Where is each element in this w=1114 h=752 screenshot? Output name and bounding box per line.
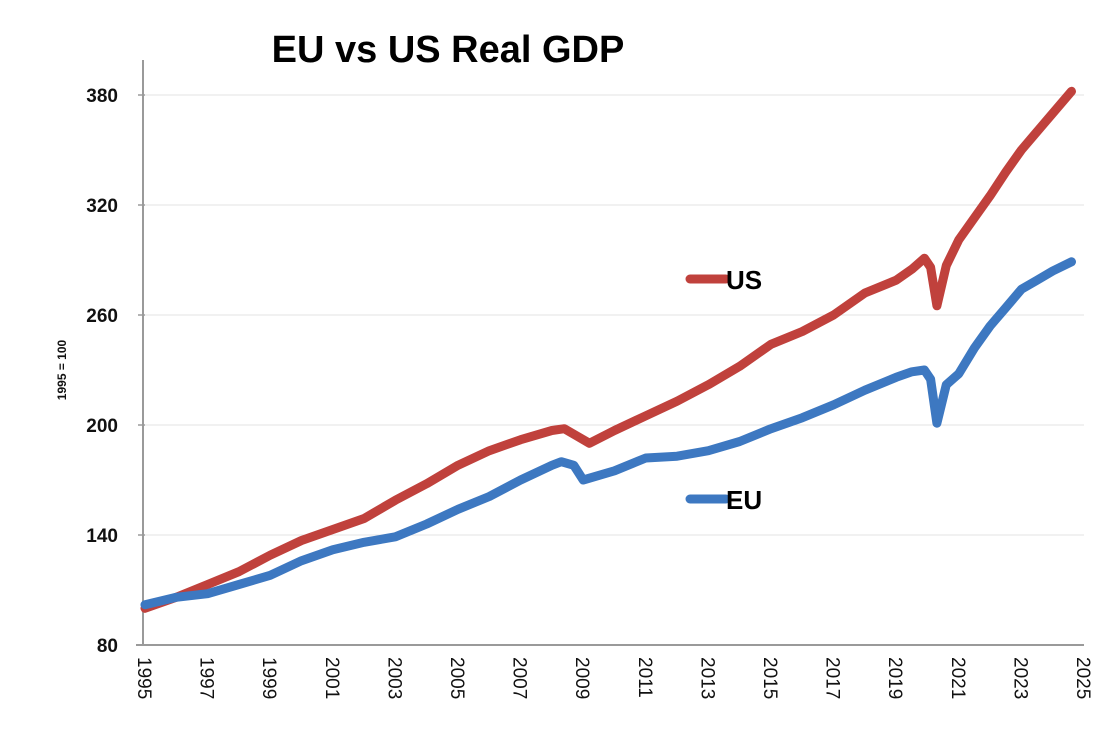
y-tick-labels: 80 140 200 260 320 380 [86,86,118,657]
legend-label-us: US [726,265,762,295]
x-tick-label: 2013 [696,657,717,699]
legend: US EU [685,265,762,515]
y-tick-label: 320 [86,196,118,217]
x-tick-label: 1999 [258,657,279,699]
x-tick-label: 2005 [446,657,467,699]
x-tick-label: 2003 [383,657,404,699]
x-tick-label: 2021 [947,657,968,699]
x-tick-label: 2023 [1009,657,1030,699]
x-tick-label: 2017 [822,657,843,699]
x-tick-label: 2015 [759,657,780,699]
series-line-eu [140,257,1076,610]
x-tick-label: 2009 [571,657,592,699]
gridlines [145,94,1084,536]
x-tick-label: 1995 [133,657,154,699]
x-tick-labels: 1995 1997 1999 2001 2003 2005 2007 2009 2011 2013… [133,657,1093,699]
y-tick-label: 260 [86,306,118,327]
y-axis-label: 1995 = 100 [55,339,69,400]
x-tick-label: 2025 [1072,657,1093,699]
y-tick-label: 380 [86,86,118,107]
x-tick-label: 2019 [884,657,905,699]
x-tick-label: 2007 [509,657,530,699]
series-lines [140,86,1076,613]
y-tick-label: 140 [86,526,118,547]
x-tick-label: 2001 [321,657,342,699]
x-tick-label: 2011 [634,657,655,698]
legend-label-eu: EU [726,485,762,515]
x-tick-label: 1997 [196,657,217,699]
series-line-us [140,86,1076,613]
y-tick-label: 80 [97,636,118,657]
axes [136,60,1084,646]
y-tick-label: 200 [86,416,118,437]
chart-title: EU vs US Real GDP [272,29,625,71]
